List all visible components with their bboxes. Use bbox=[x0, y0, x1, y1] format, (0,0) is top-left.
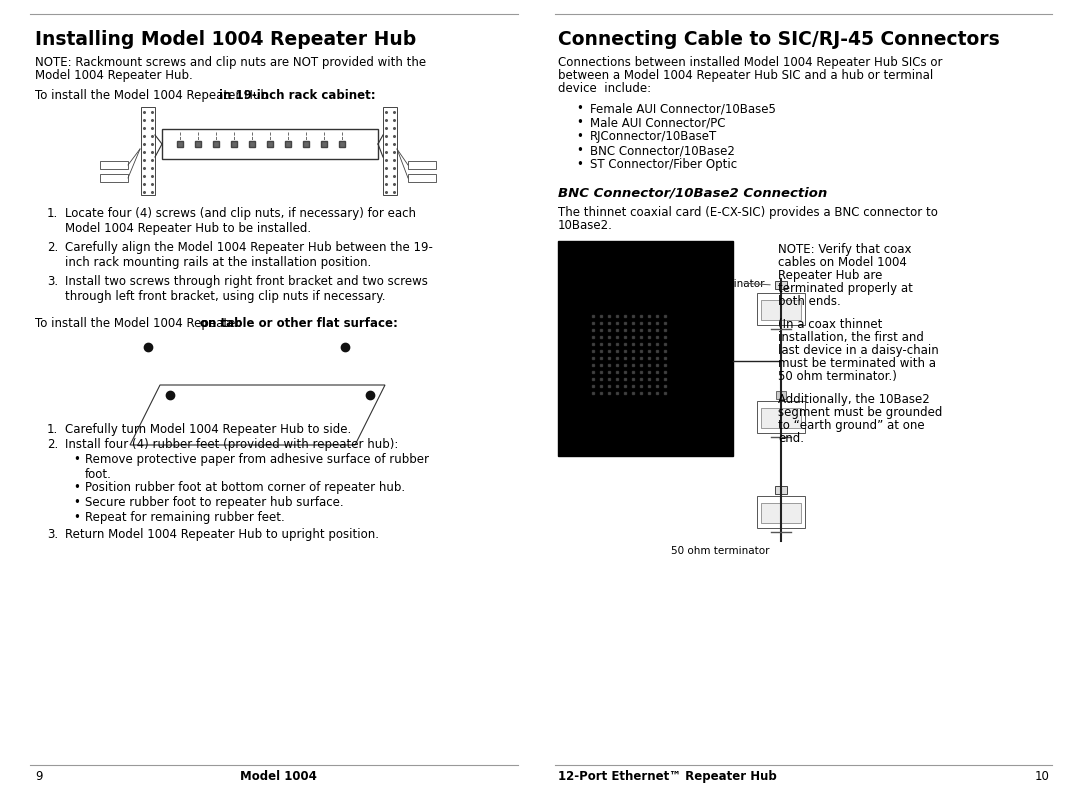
Text: 2.: 2. bbox=[48, 438, 58, 451]
Bar bbox=[777, 391, 786, 399]
Bar bbox=[757, 496, 805, 528]
Bar bbox=[775, 281, 787, 289]
Text: BNC Connector/10Base2 Connection: BNC Connector/10Base2 Connection bbox=[558, 186, 827, 199]
Text: Install two screws through right front bracket and two screws
through left front: Install two screws through right front b… bbox=[65, 275, 428, 303]
Text: Secure rubber foot to repeater hub surface.: Secure rubber foot to repeater hub surfa… bbox=[85, 496, 343, 509]
Text: 1.: 1. bbox=[48, 423, 58, 436]
Text: •: • bbox=[576, 116, 583, 129]
Text: segment must be grounded: segment must be grounded bbox=[778, 406, 943, 419]
Text: BNC Connector/10Base2: BNC Connector/10Base2 bbox=[590, 144, 734, 157]
Text: between a Model 1004 Repeater Hub SIC and a hub or terminal: between a Model 1004 Repeater Hub SIC an… bbox=[558, 69, 933, 82]
Text: device  include:: device include: bbox=[558, 82, 651, 95]
Text: Repeat for remaining rubber feet.: Repeat for remaining rubber feet. bbox=[85, 511, 285, 524]
Text: Installing Model 1004 Repeater Hub: Installing Model 1004 Repeater Hub bbox=[35, 30, 416, 49]
Polygon shape bbox=[130, 385, 384, 445]
Text: •: • bbox=[576, 102, 583, 115]
Text: last device in a daisy-chain: last device in a daisy-chain bbox=[778, 344, 939, 357]
Bar bbox=[141, 107, 156, 195]
Text: Remove protective paper from adhesive surface of rubber
foot.: Remove protective paper from adhesive su… bbox=[85, 453, 429, 481]
Text: •: • bbox=[576, 158, 583, 171]
Text: 50 ohm terminator: 50 ohm terminator bbox=[671, 546, 769, 556]
Bar bbox=[761, 503, 801, 523]
Bar bbox=[558, 241, 733, 456]
Bar bbox=[757, 401, 805, 433]
Text: must be terminated with a: must be terminated with a bbox=[778, 357, 936, 370]
Text: To install the Model 1004 Repeater: To install the Model 1004 Repeater bbox=[35, 317, 244, 330]
Text: Female AUI Connector/10Base5: Female AUI Connector/10Base5 bbox=[590, 102, 775, 115]
Text: Male AUI Connector/PC: Male AUI Connector/PC bbox=[590, 116, 726, 129]
Text: The thinnet coaxial card (E-CX-SIC) provides a BNC connector to: The thinnet coaxial card (E-CX-SIC) prov… bbox=[558, 206, 937, 219]
Bar bbox=[408, 161, 436, 169]
Text: NOTE: Rackmount screws and clip nuts are NOT provided with the: NOTE: Rackmount screws and clip nuts are… bbox=[35, 56, 427, 69]
Text: 3.: 3. bbox=[48, 275, 58, 288]
Text: Return Model 1004 Repeater Hub to upright position.: Return Model 1004 Repeater Hub to uprigh… bbox=[65, 528, 379, 541]
Text: installation, the first and: installation, the first and bbox=[778, 331, 923, 344]
Text: Connecting Cable to SIC/RJ-45 Connectors: Connecting Cable to SIC/RJ-45 Connectors bbox=[558, 30, 1000, 49]
Bar bbox=[761, 300, 801, 320]
Text: •: • bbox=[576, 130, 583, 143]
Text: both ends.: both ends. bbox=[778, 295, 840, 308]
Text: on table or other flat surface:: on table or other flat surface: bbox=[200, 317, 399, 330]
Bar bbox=[408, 174, 436, 182]
Text: 9: 9 bbox=[35, 770, 42, 783]
Text: NOTE: Verify that coax: NOTE: Verify that coax bbox=[778, 243, 912, 256]
Text: 2.: 2. bbox=[48, 241, 58, 254]
Bar bbox=[162, 129, 378, 159]
Text: (In a coax thinnet: (In a coax thinnet bbox=[778, 318, 882, 331]
Text: end.: end. bbox=[778, 432, 804, 445]
Text: •: • bbox=[73, 481, 80, 494]
Text: Carefully align the Model 1004 Repeater Hub between the 19-
inch rack mounting r: Carefully align the Model 1004 Repeater … bbox=[65, 241, 433, 269]
Bar bbox=[383, 107, 397, 195]
Text: 3.: 3. bbox=[48, 528, 58, 541]
Text: 50 ohm terminator: 50 ohm terminator bbox=[666, 279, 765, 289]
Bar bbox=[757, 293, 805, 325]
Text: •: • bbox=[73, 496, 80, 509]
Text: Model 1004: Model 1004 bbox=[240, 770, 316, 783]
Bar bbox=[100, 161, 129, 169]
Text: Connections between installed Model 1004 Repeater Hub SICs or: Connections between installed Model 1004… bbox=[558, 56, 943, 69]
Text: terminated properly at: terminated properly at bbox=[778, 282, 913, 295]
Text: Carefully turn Model 1004 Repeater Hub to side.: Carefully turn Model 1004 Repeater Hub t… bbox=[65, 423, 351, 436]
Text: 10Base2.: 10Base2. bbox=[558, 219, 612, 232]
Text: in 19-inch rack cabinet:: in 19-inch rack cabinet: bbox=[219, 89, 376, 102]
Text: Additionally, the 10Base2: Additionally, the 10Base2 bbox=[778, 393, 930, 406]
Text: To install the Model 1004 Repeater Hub: To install the Model 1004 Repeater Hub bbox=[35, 89, 272, 102]
Text: RJConnector/10BaseT: RJConnector/10BaseT bbox=[590, 130, 717, 143]
Bar bbox=[100, 174, 129, 182]
Text: 10: 10 bbox=[1035, 770, 1050, 783]
Text: Position rubber foot at bottom corner of repeater hub.: Position rubber foot at bottom corner of… bbox=[85, 481, 405, 494]
Text: 1.: 1. bbox=[48, 207, 58, 220]
Text: Repeater Hub are: Repeater Hub are bbox=[778, 269, 882, 282]
Text: Locate four (4) screws (and clip nuts, if necessary) for each
Model 1004 Repeate: Locate four (4) screws (and clip nuts, i… bbox=[65, 207, 416, 235]
Text: •: • bbox=[73, 453, 80, 466]
Bar bbox=[775, 486, 787, 494]
Text: 12-Port Ethernet™ Repeater Hub: 12-Port Ethernet™ Repeater Hub bbox=[558, 770, 777, 783]
Text: Model 1004 Repeater Hub.: Model 1004 Repeater Hub. bbox=[35, 69, 192, 82]
Text: •: • bbox=[576, 144, 583, 157]
Text: •: • bbox=[73, 511, 80, 524]
Text: ST Connector/Fiber Optic: ST Connector/Fiber Optic bbox=[590, 158, 738, 171]
Bar bbox=[761, 408, 801, 428]
Text: 50 ohm terminator.): 50 ohm terminator.) bbox=[778, 370, 896, 383]
Text: to “earth ground” at one: to “earth ground” at one bbox=[778, 419, 924, 432]
Text: cables on Model 1004: cables on Model 1004 bbox=[778, 256, 907, 269]
Text: Install four (4) rubber feet (provided with repeater hub):: Install four (4) rubber feet (provided w… bbox=[65, 438, 399, 451]
